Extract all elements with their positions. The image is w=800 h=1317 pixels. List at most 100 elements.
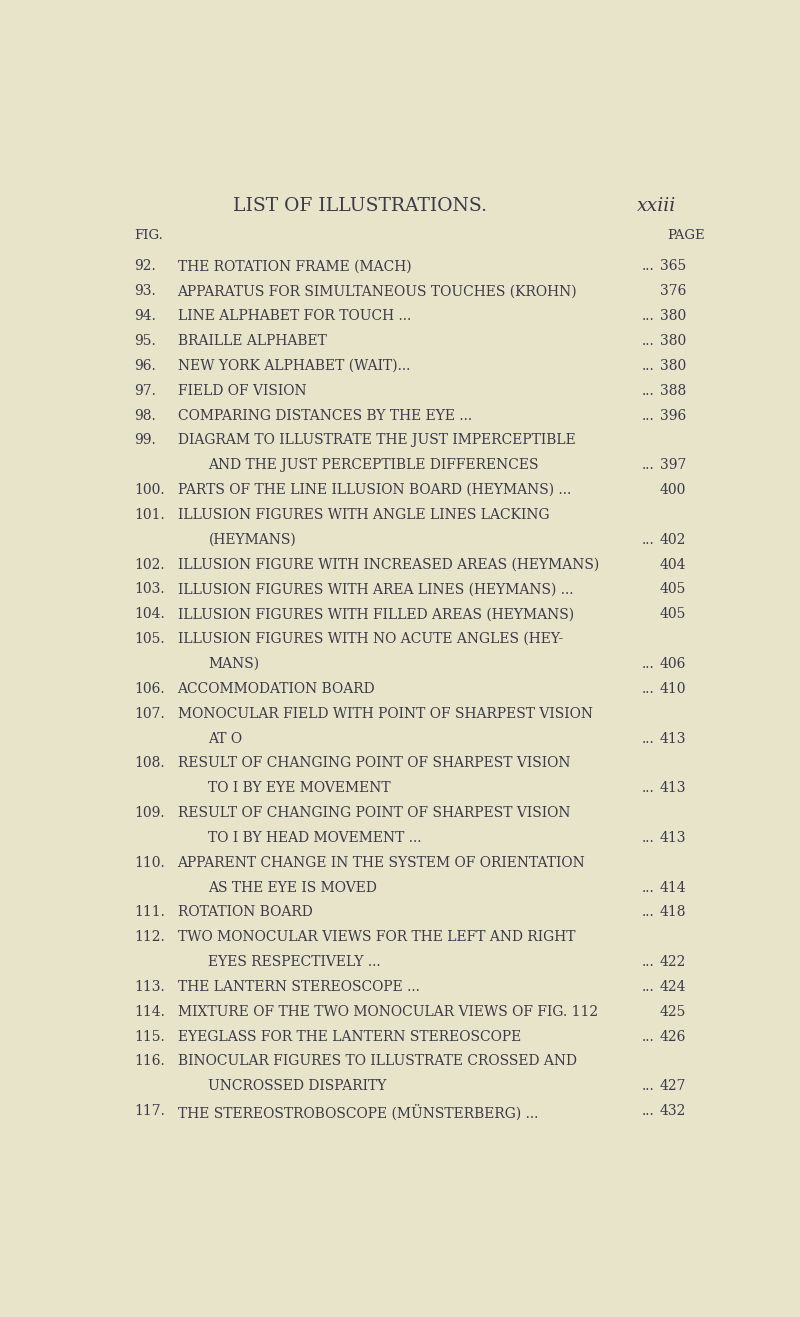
Text: 396: 396	[660, 408, 686, 423]
Text: 365: 365	[660, 259, 686, 274]
Text: ...: ...	[642, 383, 655, 398]
Text: ILLUSION FIGURES WITH FILLED AREAS (HEYMANS): ILLUSION FIGURES WITH FILLED AREAS (HEYM…	[178, 607, 574, 622]
Text: LINE ALPHABET FOR TOUCH ...: LINE ALPHABET FOR TOUCH ...	[178, 309, 410, 323]
Text: ...: ...	[642, 1080, 655, 1093]
Text: ...: ...	[642, 358, 655, 373]
Text: 427: 427	[659, 1080, 686, 1093]
Text: 114.: 114.	[134, 1005, 165, 1019]
Text: ...: ...	[642, 458, 655, 473]
Text: TWO MONOCULAR VIEWS FOR THE LEFT AND RIGHT: TWO MONOCULAR VIEWS FOR THE LEFT AND RIG…	[178, 930, 575, 944]
Text: AT O: AT O	[209, 731, 242, 745]
Text: 104.: 104.	[134, 607, 165, 622]
Text: NEW YORK ALPHABET (WAIT)...: NEW YORK ALPHABET (WAIT)...	[178, 358, 410, 373]
Text: 388: 388	[660, 383, 686, 398]
Text: TO I BY EYE MOVEMENT: TO I BY EYE MOVEMENT	[209, 781, 391, 795]
Text: 115.: 115.	[134, 1030, 165, 1043]
Text: 432: 432	[659, 1104, 686, 1118]
Text: COMPARING DISTANCES BY THE EYE ...: COMPARING DISTANCES BY THE EYE ...	[178, 408, 472, 423]
Text: ...: ...	[642, 408, 655, 423]
Text: FIELD OF VISION: FIELD OF VISION	[178, 383, 306, 398]
Text: MANS): MANS)	[209, 657, 260, 670]
Text: 109.: 109.	[134, 806, 165, 820]
Text: 405: 405	[659, 607, 686, 622]
Text: TO I BY HEAD MOVEMENT ...: TO I BY HEAD MOVEMENT ...	[209, 831, 422, 846]
Text: ...: ...	[642, 335, 655, 348]
Text: 117.: 117.	[134, 1104, 165, 1118]
Text: 380: 380	[660, 358, 686, 373]
Text: 102.: 102.	[134, 557, 165, 572]
Text: 100.: 100.	[134, 483, 165, 497]
Text: ...: ...	[642, 980, 655, 994]
Text: xxiii: xxiii	[638, 196, 677, 215]
Text: BRAILLE ALPHABET: BRAILLE ALPHABET	[178, 335, 326, 348]
Text: 402: 402	[659, 533, 686, 547]
Text: 95.: 95.	[134, 335, 156, 348]
Text: 112.: 112.	[134, 930, 165, 944]
Text: 110.: 110.	[134, 856, 165, 869]
Text: 413: 413	[659, 781, 686, 795]
Text: ILLUSION FIGURES WITH NO ACUTE ANGLES (HEY-: ILLUSION FIGURES WITH NO ACUTE ANGLES (H…	[178, 632, 562, 647]
Text: APPARATUS FOR SIMULTANEOUS TOUCHES (KROHN): APPARATUS FOR SIMULTANEOUS TOUCHES (KROH…	[178, 284, 577, 298]
Text: UNCROSSED DISPARITY: UNCROSSED DISPARITY	[209, 1080, 387, 1093]
Text: ...: ...	[642, 682, 655, 695]
Text: 107.: 107.	[134, 707, 165, 720]
Text: ...: ...	[642, 905, 655, 919]
Text: 414: 414	[659, 881, 686, 894]
Text: PARTS OF THE LINE ILLUSION BOARD (HEYMANS) ...: PARTS OF THE LINE ILLUSION BOARD (HEYMAN…	[178, 483, 570, 497]
Text: 106.: 106.	[134, 682, 165, 695]
Text: RESULT OF CHANGING POINT OF SHARPEST VISION: RESULT OF CHANGING POINT OF SHARPEST VIS…	[178, 806, 570, 820]
Text: (HEYMANS): (HEYMANS)	[209, 533, 296, 547]
Text: 426: 426	[659, 1030, 686, 1043]
Text: 380: 380	[660, 309, 686, 323]
Text: EYES RESPECTIVELY ...: EYES RESPECTIVELY ...	[209, 955, 381, 969]
Text: ...: ...	[642, 259, 655, 274]
Text: AND THE JUST PERCEPTIBLE DIFFERENCES: AND THE JUST PERCEPTIBLE DIFFERENCES	[209, 458, 539, 473]
Text: THE ROTATION FRAME (MACH): THE ROTATION FRAME (MACH)	[178, 259, 411, 274]
Text: 92.: 92.	[134, 259, 156, 274]
Text: ...: ...	[642, 1030, 655, 1043]
Text: MONOCULAR FIELD WITH POINT OF SHARPEST VISION: MONOCULAR FIELD WITH POINT OF SHARPEST V…	[178, 707, 593, 720]
Text: 116.: 116.	[134, 1055, 165, 1068]
Text: 410: 410	[659, 682, 686, 695]
Text: ...: ...	[642, 533, 655, 547]
Text: 413: 413	[659, 731, 686, 745]
Text: THE STEREOSTROBOSCOPE (MÜNSTERBERG) ...: THE STEREOSTROBOSCOPE (MÜNSTERBERG) ...	[178, 1104, 538, 1121]
Text: ...: ...	[642, 731, 655, 745]
Text: 418: 418	[659, 905, 686, 919]
Text: 99.: 99.	[134, 433, 156, 448]
Text: ...: ...	[642, 781, 655, 795]
Text: 404: 404	[659, 557, 686, 572]
Text: PAGE: PAGE	[667, 229, 705, 242]
Text: ...: ...	[642, 831, 655, 846]
Text: 400: 400	[659, 483, 686, 497]
Text: 422: 422	[659, 955, 686, 969]
Text: 96.: 96.	[134, 358, 156, 373]
Text: 93.: 93.	[134, 284, 156, 298]
Text: ROTATION BOARD: ROTATION BOARD	[178, 905, 312, 919]
Text: ILLUSION FIGURES WITH ANGLE LINES LACKING: ILLUSION FIGURES WITH ANGLE LINES LACKIN…	[178, 508, 549, 522]
Text: 103.: 103.	[134, 582, 165, 597]
Text: 425: 425	[659, 1005, 686, 1019]
Text: FIG.: FIG.	[134, 229, 163, 242]
Text: 380: 380	[660, 335, 686, 348]
Text: ...: ...	[642, 881, 655, 894]
Text: THE LANTERN STEREOSCOPE ...: THE LANTERN STEREOSCOPE ...	[178, 980, 419, 994]
Text: 105.: 105.	[134, 632, 165, 647]
Text: 108.: 108.	[134, 756, 165, 770]
Text: 405: 405	[659, 582, 686, 597]
Text: 97.: 97.	[134, 383, 156, 398]
Text: ...: ...	[642, 1104, 655, 1118]
Text: 94.: 94.	[134, 309, 156, 323]
Text: 397: 397	[659, 458, 686, 473]
Text: MIXTURE OF THE TWO MONOCULAR VIEWS OF FIG. 112: MIXTURE OF THE TWO MONOCULAR VIEWS OF FI…	[178, 1005, 598, 1019]
Text: ...: ...	[642, 657, 655, 670]
Text: 413: 413	[659, 831, 686, 846]
Text: BINOCULAR FIGURES TO ILLUSTRATE CROSSED AND: BINOCULAR FIGURES TO ILLUSTRATE CROSSED …	[178, 1055, 577, 1068]
Text: DIAGRAM TO ILLUSTRATE THE JUST IMPERCEPTIBLE: DIAGRAM TO ILLUSTRATE THE JUST IMPERCEPT…	[178, 433, 575, 448]
Text: RESULT OF CHANGING POINT OF SHARPEST VISION: RESULT OF CHANGING POINT OF SHARPEST VIS…	[178, 756, 570, 770]
Text: ILLUSION FIGURES WITH AREA LINES (HEYMANS) ...: ILLUSION FIGURES WITH AREA LINES (HEYMAN…	[178, 582, 573, 597]
Text: ...: ...	[642, 955, 655, 969]
Text: ILLUSION FIGURE WITH INCREASED AREAS (HEYMANS): ILLUSION FIGURE WITH INCREASED AREAS (HE…	[178, 557, 598, 572]
Text: 406: 406	[659, 657, 686, 670]
Text: 424: 424	[659, 980, 686, 994]
